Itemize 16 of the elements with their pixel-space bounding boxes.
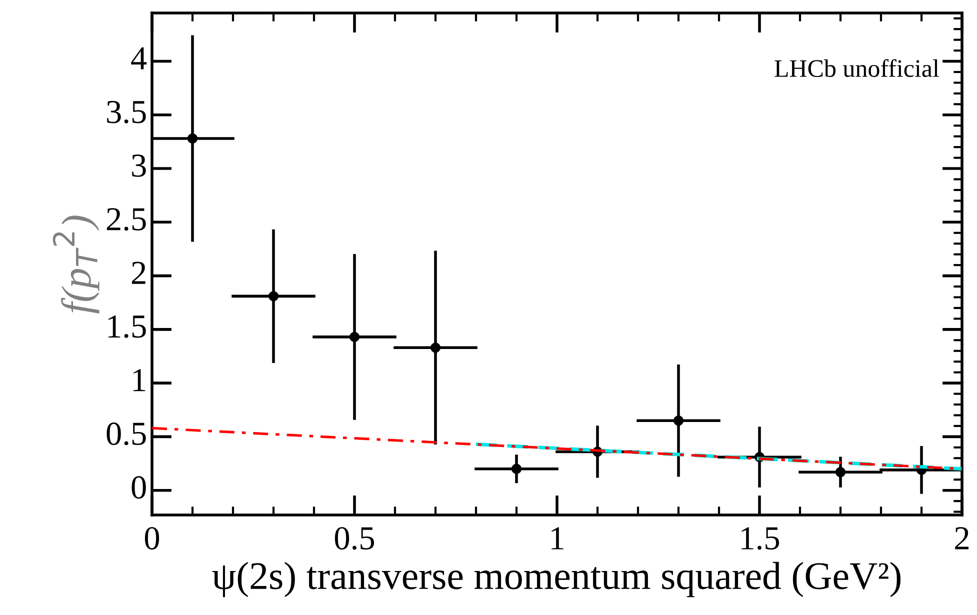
y-tick-label: 4 — [131, 47, 147, 70]
y-tick-label: 2.5 — [106, 208, 146, 231]
y-tick-label: 3.5 — [107, 100, 146, 124]
annotation: LHCb unofficial — [774, 59, 939, 77]
y-tick-label: 2 — [132, 262, 146, 284]
y-tick-label: 1 — [133, 369, 146, 392]
y-tick-label: 1.5 — [108, 315, 146, 338]
x-axis-title: ψ(2s) transverse momentum squared (GeV²) — [212, 562, 900, 598]
y-tick-label: 0.5 — [106, 422, 146, 446]
x-tick-label: 1.5 — [742, 527, 780, 550]
y-tick-label: 0 — [132, 476, 146, 499]
x-tick-label: 0.5 — [334, 527, 374, 550]
y-axis-title: f(p$_{T}$$^{2}$) — [52, 216, 100, 314]
x-tick-label: 1 — [552, 527, 564, 550]
x-tick-label: 2 — [955, 527, 968, 550]
y-tick-label: 3 — [132, 154, 146, 177]
